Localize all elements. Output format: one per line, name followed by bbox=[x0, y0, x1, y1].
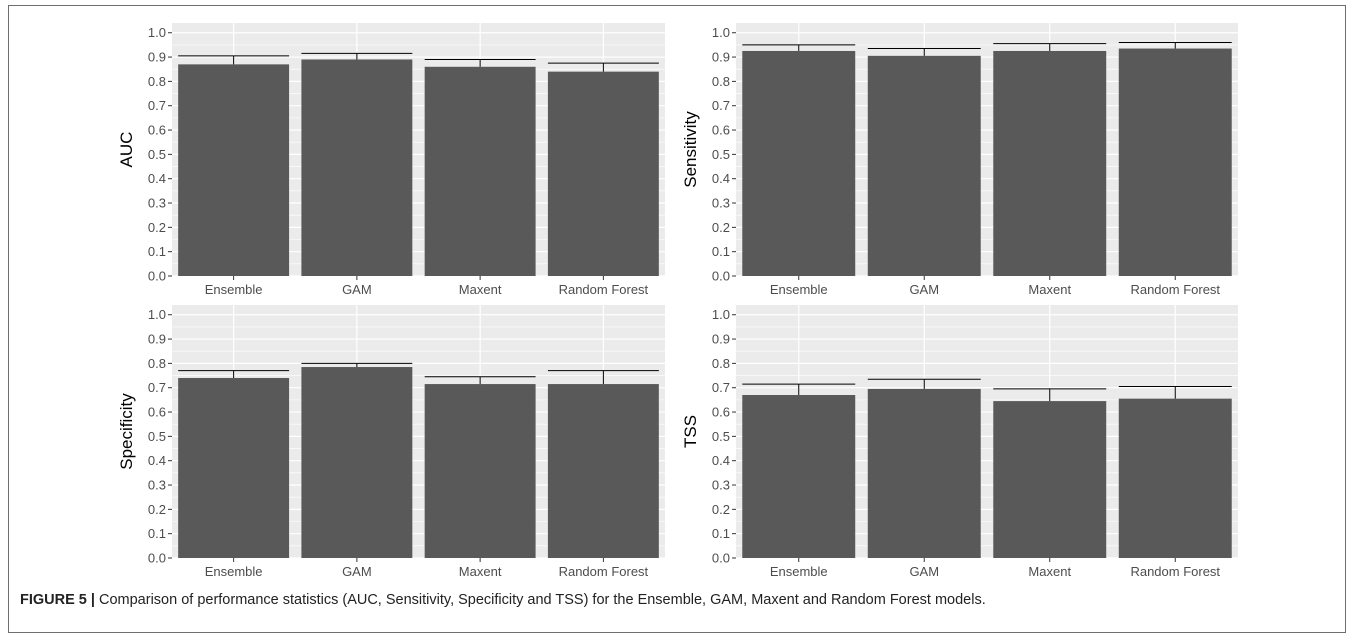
y-tick-label: 0.4 bbox=[148, 453, 166, 468]
bar-specificity-gam bbox=[301, 367, 413, 558]
y-tick-label: 0.8 bbox=[148, 74, 166, 89]
y-tick-label: 0.7 bbox=[712, 98, 730, 113]
x-tick-label: Ensemble bbox=[770, 564, 828, 579]
bar-tss-random-forest bbox=[1118, 398, 1232, 558]
y-axis-title: Sensitivity bbox=[681, 111, 700, 188]
y-tick-label: 0.1 bbox=[148, 526, 166, 541]
caption-text: Comparison of performance statistics (AU… bbox=[94, 592, 986, 608]
y-tick-label: 0.2 bbox=[712, 502, 730, 517]
y-tick-label: 0.2 bbox=[712, 220, 730, 235]
y-tick-label: 1.0 bbox=[712, 25, 730, 40]
y-tick-label: 0.0 bbox=[712, 551, 730, 566]
caption-label: FIGURE 5 | bbox=[20, 592, 95, 608]
y-tick-label: 0.3 bbox=[148, 478, 166, 493]
y-tick-label: 0.6 bbox=[712, 123, 730, 138]
y-tick-label: 0.6 bbox=[148, 123, 166, 138]
y-tick-label: 0.6 bbox=[148, 405, 166, 420]
y-tick-label: 0.5 bbox=[712, 429, 730, 444]
y-axis-title: TSS bbox=[681, 415, 700, 448]
y-tick-label: 0.0 bbox=[712, 269, 730, 284]
x-tick-label: GAM bbox=[909, 282, 939, 297]
x-tick-label: Ensemble bbox=[770, 282, 828, 297]
x-tick-label: Random Forest bbox=[1130, 282, 1220, 297]
bar-tss-ensemble bbox=[742, 395, 856, 558]
y-tick-label: 0.7 bbox=[712, 380, 730, 395]
bar-tss-maxent bbox=[993, 401, 1107, 558]
bar-auc-random-forest bbox=[547, 71, 659, 277]
y-tick-label: 0.2 bbox=[148, 502, 166, 517]
x-tick-label: GAM bbox=[342, 564, 372, 579]
bar-specificity-random-forest bbox=[547, 384, 659, 558]
y-tick-label: 0.4 bbox=[148, 171, 166, 186]
y-tick-label: 0.8 bbox=[148, 356, 166, 371]
y-tick-label: 0.3 bbox=[712, 196, 730, 211]
bar-sensitivity-random-forest bbox=[1118, 48, 1232, 276]
y-tick-label: 0.0 bbox=[148, 269, 166, 284]
y-tick-label: 1.0 bbox=[148, 307, 166, 322]
y-axis-title: Specificity bbox=[117, 393, 136, 470]
y-tick-label: 0.1 bbox=[148, 244, 166, 259]
y-tick-label: 0.1 bbox=[712, 526, 730, 541]
y-tick-label: 0.3 bbox=[712, 478, 730, 493]
y-tick-label: 1.0 bbox=[148, 25, 166, 40]
panel-sensitivity: 0.0 0.1 0.2 0.3 0.4 0.5 0.6 0.7 0.8 0.9 1.0 Ensembl… bbox=[681, 23, 1238, 297]
panel-auc: 0.0 0.1 0.2 0.3 0.4 0.5 0.6 0.7 0.8 0.9 1.0 Ensembl… bbox=[117, 23, 665, 297]
x-tick-label: Ensemble bbox=[205, 564, 263, 579]
y-tick-label: 0.9 bbox=[712, 50, 730, 65]
y-tick-label: 0.4 bbox=[712, 453, 730, 468]
y-tick-label: 0.7 bbox=[148, 380, 166, 395]
y-tick-label: 0.4 bbox=[712, 171, 730, 186]
bar-specificity-ensemble bbox=[178, 377, 290, 558]
y-tick-label: 0.2 bbox=[148, 220, 166, 235]
x-tick-label: Maxent bbox=[1028, 282, 1071, 297]
panel-tss: 0.0 0.1 0.2 0.3 0.4 0.5 0.6 0.7 0.8 0.9 1.0 Ensembl… bbox=[681, 305, 1238, 579]
x-tick-label: Maxent bbox=[459, 282, 502, 297]
bar-tss-gam bbox=[867, 388, 981, 558]
figure-caption: FIGURE 5 | Comparison of performance sta… bbox=[20, 592, 1340, 608]
x-tick-label: Random Forest bbox=[559, 282, 649, 297]
y-axis-title: AUC bbox=[117, 132, 136, 168]
y-tick-label: 0.5 bbox=[712, 147, 730, 162]
y-tick-label: 0.8 bbox=[712, 74, 730, 89]
y-tick-label: 0.1 bbox=[712, 244, 730, 259]
y-tick-label: 0.3 bbox=[148, 196, 166, 211]
x-tick-label: Maxent bbox=[459, 564, 502, 579]
bar-sensitivity-maxent bbox=[993, 50, 1107, 277]
bar-auc-maxent bbox=[424, 66, 536, 277]
y-tick-label: 0.5 bbox=[148, 429, 166, 444]
x-tick-label: Ensemble bbox=[205, 282, 263, 297]
x-tick-label: Random Forest bbox=[559, 564, 649, 579]
x-tick-label: GAM bbox=[342, 282, 372, 297]
chart-area: 0.0 0.1 0.2 0.3 0.4 0.5 0.6 0.7 0.8 0.9 1.0 Ensembl… bbox=[117, 23, 1238, 579]
y-tick-label: 0.8 bbox=[712, 356, 730, 371]
y-tick-label: 0.7 bbox=[148, 98, 166, 113]
bar-sensitivity-gam bbox=[867, 55, 981, 277]
x-tick-label: GAM bbox=[909, 564, 939, 579]
bar-sensitivity-ensemble bbox=[742, 50, 856, 277]
y-tick-label: 0.5 bbox=[148, 147, 166, 162]
x-tick-label: Random Forest bbox=[1130, 564, 1220, 579]
y-tick-label: 0.9 bbox=[148, 332, 166, 347]
bar-auc-gam bbox=[301, 59, 413, 276]
y-tick-label: 0.9 bbox=[148, 50, 166, 65]
y-tick-label: 0.0 bbox=[148, 551, 166, 566]
figure-frame bbox=[8, 5, 1346, 633]
bar-specificity-maxent bbox=[424, 384, 536, 558]
x-tick-label: Maxent bbox=[1028, 564, 1071, 579]
y-tick-label: 0.9 bbox=[712, 332, 730, 347]
y-tick-label: 0.6 bbox=[712, 405, 730, 420]
bar-auc-ensemble bbox=[178, 64, 290, 276]
y-tick-label: 1.0 bbox=[712, 307, 730, 322]
panel-specificity: 0.0 0.1 0.2 0.3 0.4 0.5 0.6 0.7 0.8 0.9 1.0 Ensembl… bbox=[117, 305, 665, 579]
